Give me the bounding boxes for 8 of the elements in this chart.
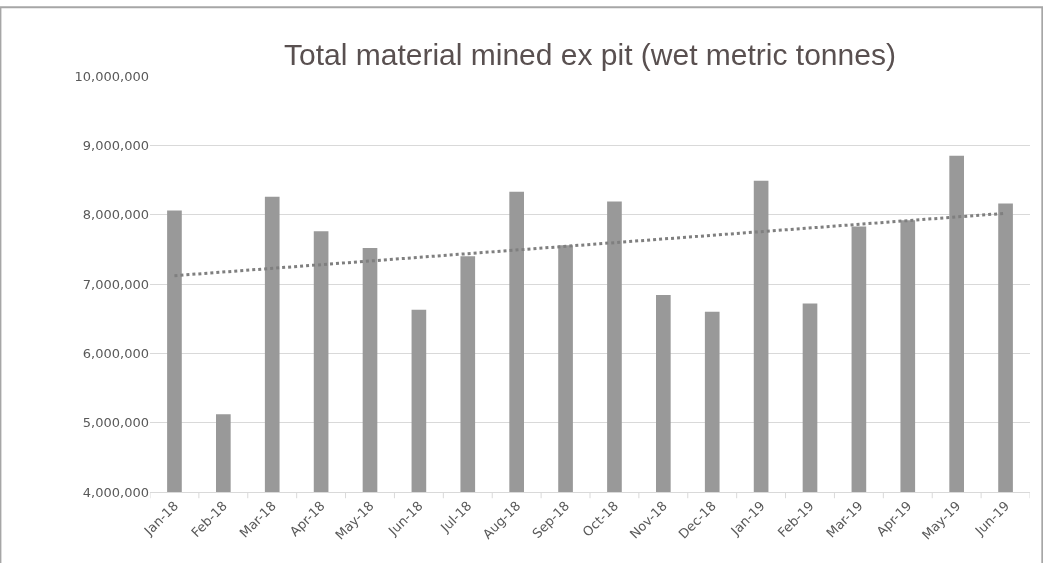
chart-title: Total material mined ex pit (wet metric tonnes) [284,38,896,71]
y-tick-label: 10,000,000 [74,68,149,84]
y-tick-label: 9,000,000 [82,137,149,153]
y-tick-label: 4,000,000 [82,484,149,500]
y-tick-label: 8,000,000 [82,207,149,223]
y-tick-label: 7,000,000 [82,276,149,292]
y-tick-label: 6,000,000 [82,345,149,361]
y-tick-label: 5,000,000 [82,415,149,431]
